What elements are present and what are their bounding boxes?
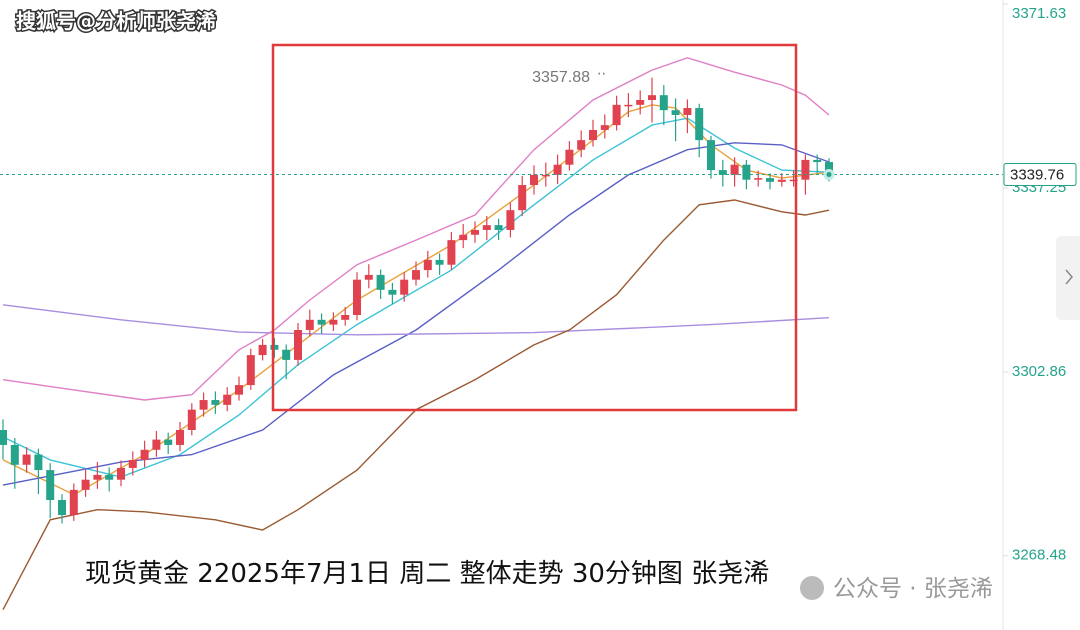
candle-body [81,479,90,490]
last-price-box [1003,163,1077,187]
candle-body [683,108,692,115]
candle-body [447,240,456,265]
y-tick-label: 3268.48 [1012,547,1066,564]
candle-body [718,170,727,175]
candle-body [789,179,798,182]
candle-body [766,178,774,182]
candle-body [754,178,763,180]
candle-body [176,429,184,445]
candle-body [341,315,350,320]
candle-body [801,159,810,180]
candle-body [423,259,432,271]
candle-body [187,409,196,430]
candle-body [22,454,31,465]
candle-body [565,149,574,165]
overlay-line [2,142,830,486]
overlay-line [2,304,830,336]
candle-body [506,210,515,230]
candle-body [777,179,786,182]
candle-body [412,270,420,280]
candle-body [813,159,822,163]
candle-body [400,279,409,295]
candle-body [577,140,586,150]
watermark: 搜狐号@分析师张尧浠 [16,9,216,33]
candle-body [199,400,208,410]
candle-body [494,225,503,230]
candle-body [329,319,338,325]
candle-body [695,108,704,141]
last-price-label: 3339.76 [1010,167,1064,184]
candle-body [518,185,527,211]
candle-body [707,140,715,171]
candle-body [730,164,739,175]
side-tab-icon [1065,269,1073,285]
candle-body [612,104,621,126]
candle-body [305,319,314,330]
candle-body [825,162,833,175]
candle-body [223,394,232,405]
candle-body [589,129,597,141]
last-price-dot [823,169,835,181]
candle-body [140,449,149,460]
footer: 公众号 · 张尧浠 [833,576,993,602]
overlay-line [2,57,830,401]
plot-area [0,57,1003,611]
candle-body [482,225,491,230]
candle-body [258,344,267,356]
candle-body [364,274,373,280]
candle-body [530,174,538,186]
candle-body [246,355,255,386]
candle-body [459,234,468,241]
candle-body [317,319,326,325]
candle-body [388,289,397,295]
candle-body [93,474,102,480]
footer-icon [800,576,824,600]
candle-body [600,125,609,130]
candle-body [636,100,645,105]
candle-body [270,344,279,350]
candle-body [128,459,137,468]
candle-body [152,439,161,450]
candle-body [671,110,680,115]
candle-body [211,400,220,405]
candle-body [34,454,43,471]
candle-body [164,439,173,445]
candle-body [435,259,444,265]
candle-body [117,467,125,480]
candle-body [659,95,668,111]
candle-body [58,500,66,516]
candle-body [648,95,656,101]
candle-body [541,174,550,177]
candle-body [10,444,19,465]
overlay-line [2,199,830,611]
caption: 现货黄金 22025年7月1日 周二 整体走势 30分钟图 张尧浠 [85,559,769,589]
highlight-box [271,43,798,412]
candle-body [69,489,78,516]
overlay-line [2,117,830,478]
candle-body [471,229,479,235]
candle-body [376,274,385,290]
candle-body [624,104,633,107]
candle-body [0,429,7,445]
y-tick-label: 3371.63 [1012,5,1066,22]
candle-body [742,164,751,180]
high-annotation: 3357.88 [532,69,590,86]
candle-body [235,385,243,395]
y-tick-label: 3302.86 [1012,363,1066,380]
candle-body [553,164,562,175]
candle-body [294,329,302,360]
candle-body [353,279,361,315]
side-tab[interactable] [1056,236,1080,320]
high-annotation-dots: ·· [597,67,606,83]
candle-body [282,349,291,360]
candle-body [105,474,114,480]
candle-body [46,470,55,501]
